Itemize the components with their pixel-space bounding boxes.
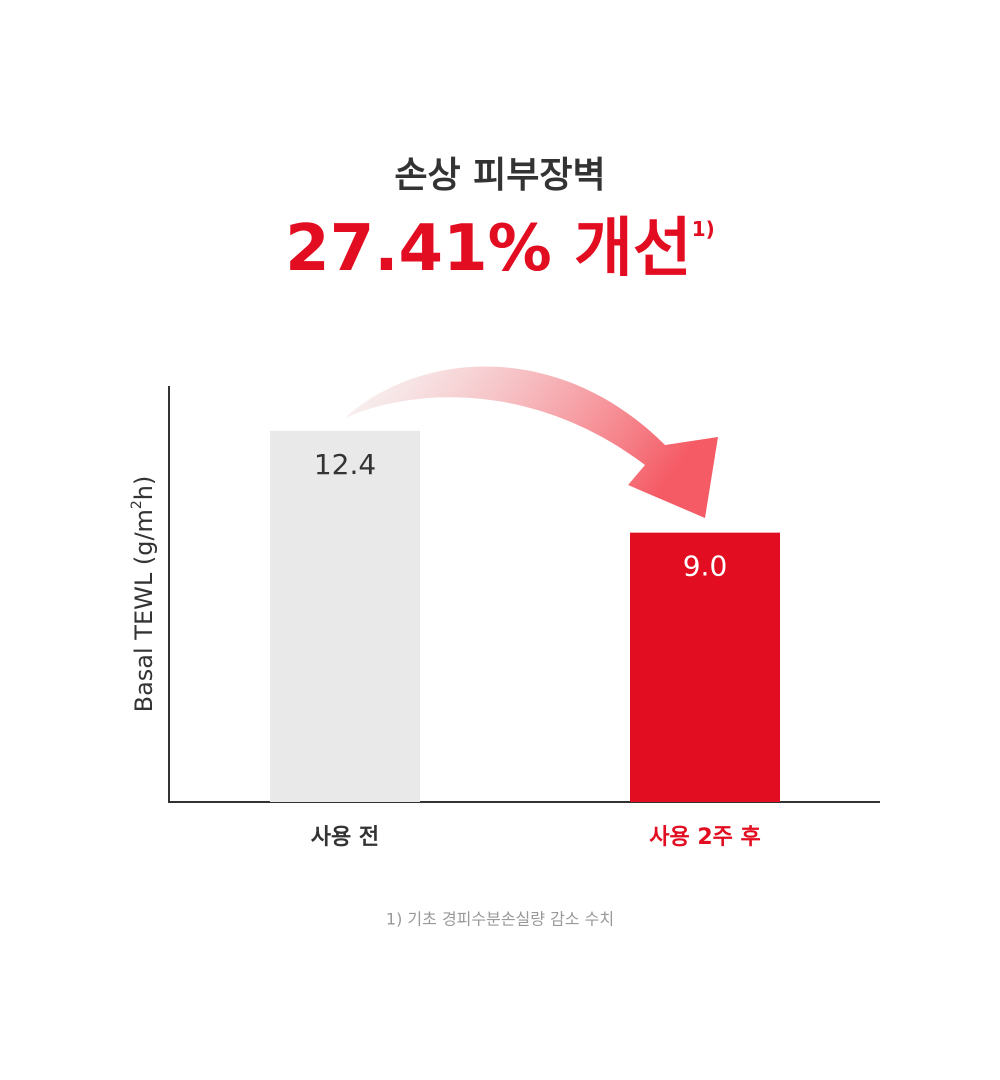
arrow: [345, 366, 718, 518]
y-axis-label: Basal TEWL (g/m2h): [129, 476, 158, 713]
headline: 27.41% 개선1): [285, 212, 715, 286]
headline-note: 1): [692, 217, 715, 241]
y-label-sup: 2: [129, 500, 145, 509]
bar: [630, 532, 780, 802]
headline-text: 27.41% 개선: [285, 212, 692, 286]
x-tick-label: 사용 2주 후: [649, 825, 761, 850]
bar: [270, 430, 420, 802]
footnote: 1) 기초 경피수분손실량 감소 수치: [386, 910, 614, 929]
y-label-part: Basal TEWL (g/m: [130, 509, 158, 712]
x-tick-label: 사용 전: [311, 825, 379, 850]
y-label-part: h): [130, 476, 158, 501]
value-label: 9.0: [683, 550, 728, 583]
value-label: 12.4: [314, 448, 376, 481]
chart-title: 손상 피부장벽: [394, 155, 605, 196]
